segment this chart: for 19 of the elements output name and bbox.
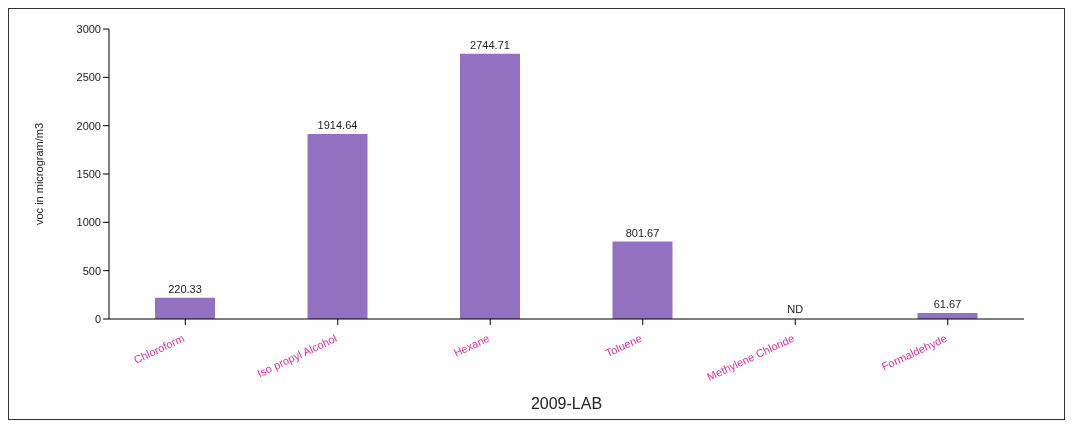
x-axis-title: 2009-LAB xyxy=(530,395,603,412)
data-label: 2744.71 xyxy=(470,38,510,51)
data-label: 1914.64 xyxy=(317,118,358,131)
y-tick-label: 3000 xyxy=(76,22,101,35)
y-axis-title: voc in microgram/m3 xyxy=(32,122,45,226)
y-tick-label: 2500 xyxy=(76,71,101,84)
bar xyxy=(155,297,215,319)
text: ND xyxy=(787,303,804,315)
bar xyxy=(307,133,368,319)
y-tick-label: 0 xyxy=(94,312,101,325)
data-label: 61.67 xyxy=(933,298,962,311)
data-label: 801.67 xyxy=(625,226,660,239)
bar xyxy=(460,53,520,319)
data-label: 220.33 xyxy=(168,282,202,295)
y-tick-label: 1000 xyxy=(76,216,101,229)
y-tick-label: 1500 xyxy=(76,167,101,180)
bar xyxy=(612,241,673,319)
y-tick-label: 2000 xyxy=(76,119,101,132)
y-tick-label: 500 xyxy=(82,264,101,277)
